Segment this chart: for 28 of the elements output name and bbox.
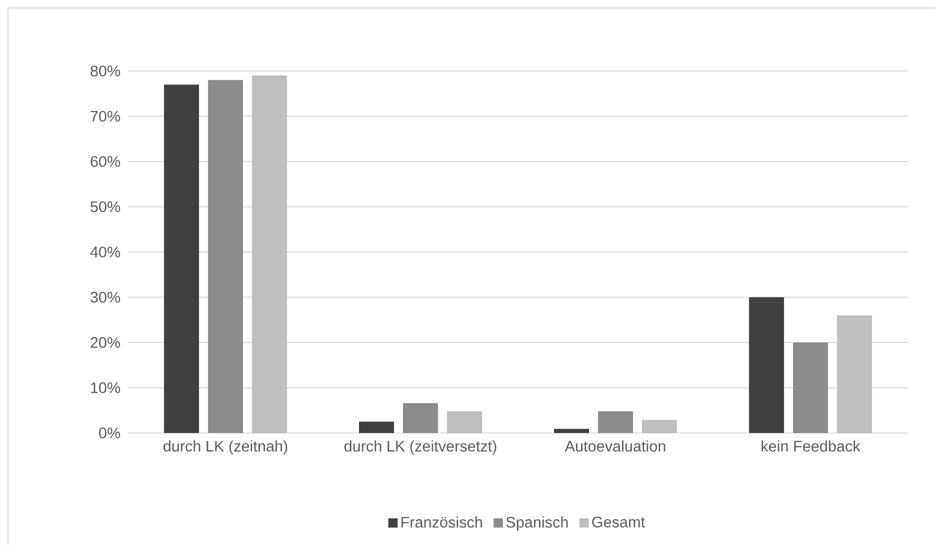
bar [642,420,678,433]
y-tick-label: 40% [90,246,120,258]
bar [554,428,589,433]
y-tick-label: 70% [90,110,120,122]
y-tick-label: 80% [90,66,120,76]
y-tick-label: 30% [90,292,120,303]
bar [403,403,438,433]
bar [447,411,482,433]
y-tick-label: 60% [90,156,120,167]
bar [749,297,784,433]
x-tick-label: Autoevaluation [564,440,666,452]
legend-label: Französisch [402,516,482,528]
bar [598,411,633,433]
bar [359,422,394,433]
x-tick-label: durch LK (zeitnah) [164,440,288,455]
legend-label: Gesamt [592,516,645,528]
y-tick-label: 0% [99,428,120,438]
bar [164,84,200,433]
x-tick-label: durch LK (zeitversetzt) [344,440,496,455]
bar [837,315,872,433]
y-tick-label: 20% [90,337,120,348]
y-tick-label: 50% [90,201,120,212]
bar [252,76,288,433]
bar [792,342,828,433]
legend-label: Spanisch [506,516,568,531]
bar [208,80,244,433]
x-tick-label: kein Feedback [762,440,860,452]
y-tick-label: 10% [91,382,120,394]
